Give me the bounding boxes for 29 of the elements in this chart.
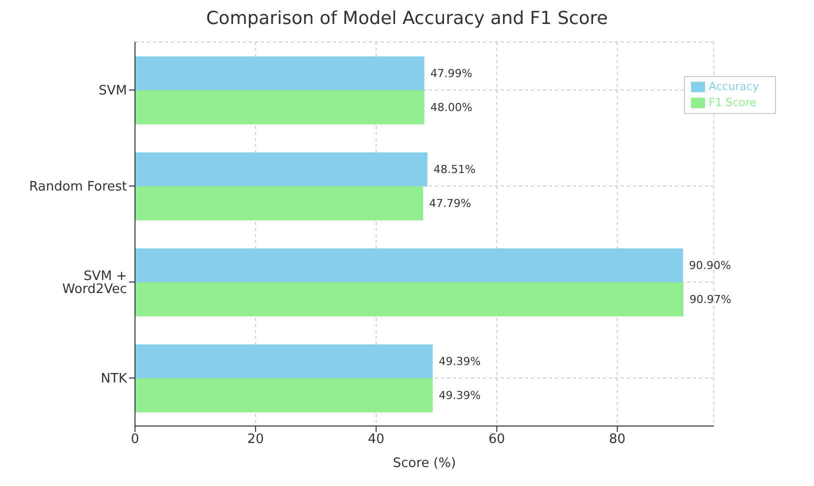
data-label: 90.97%	[689, 292, 732, 306]
data-label: 48.00%	[430, 100, 472, 114]
x-tick-label: 80	[609, 432, 626, 448]
x-tick-label: 20	[247, 432, 264, 448]
y-tick-label: SVM + Word2Vec	[62, 269, 127, 298]
data-label: 49.39%	[438, 388, 481, 402]
data-label: 49.39%	[438, 354, 481, 368]
data-label: 48.51%	[433, 162, 476, 176]
data-label: 47.99%	[430, 66, 472, 80]
bar	[135, 248, 684, 282]
bar	[135, 378, 433, 412]
x-tick-label: 0	[130, 432, 140, 448]
bar	[135, 56, 424, 90]
chart-title: Comparison of Model Accuracy and F1 Score	[205, 8, 609, 31]
x-tick-label: 40	[368, 432, 384, 448]
bar	[135, 152, 428, 186]
y-tick-label: SVM	[98, 84, 127, 99]
bar	[135, 344, 433, 378]
bar	[135, 282, 684, 316]
x-tick-label: 60	[488, 432, 505, 448]
y-tick-label: NTK	[100, 372, 128, 387]
bar	[135, 90, 424, 124]
y-tick-label: Random Forest	[29, 180, 127, 195]
data-label: 47.79%	[429, 196, 472, 210]
bar	[135, 186, 424, 220]
data-label: 90.90%	[689, 258, 731, 272]
legend-label: Accuracy	[708, 80, 759, 93]
legend-label: F1 Score	[708, 96, 756, 109]
x-axis-title: Score (%)	[392, 456, 456, 472]
